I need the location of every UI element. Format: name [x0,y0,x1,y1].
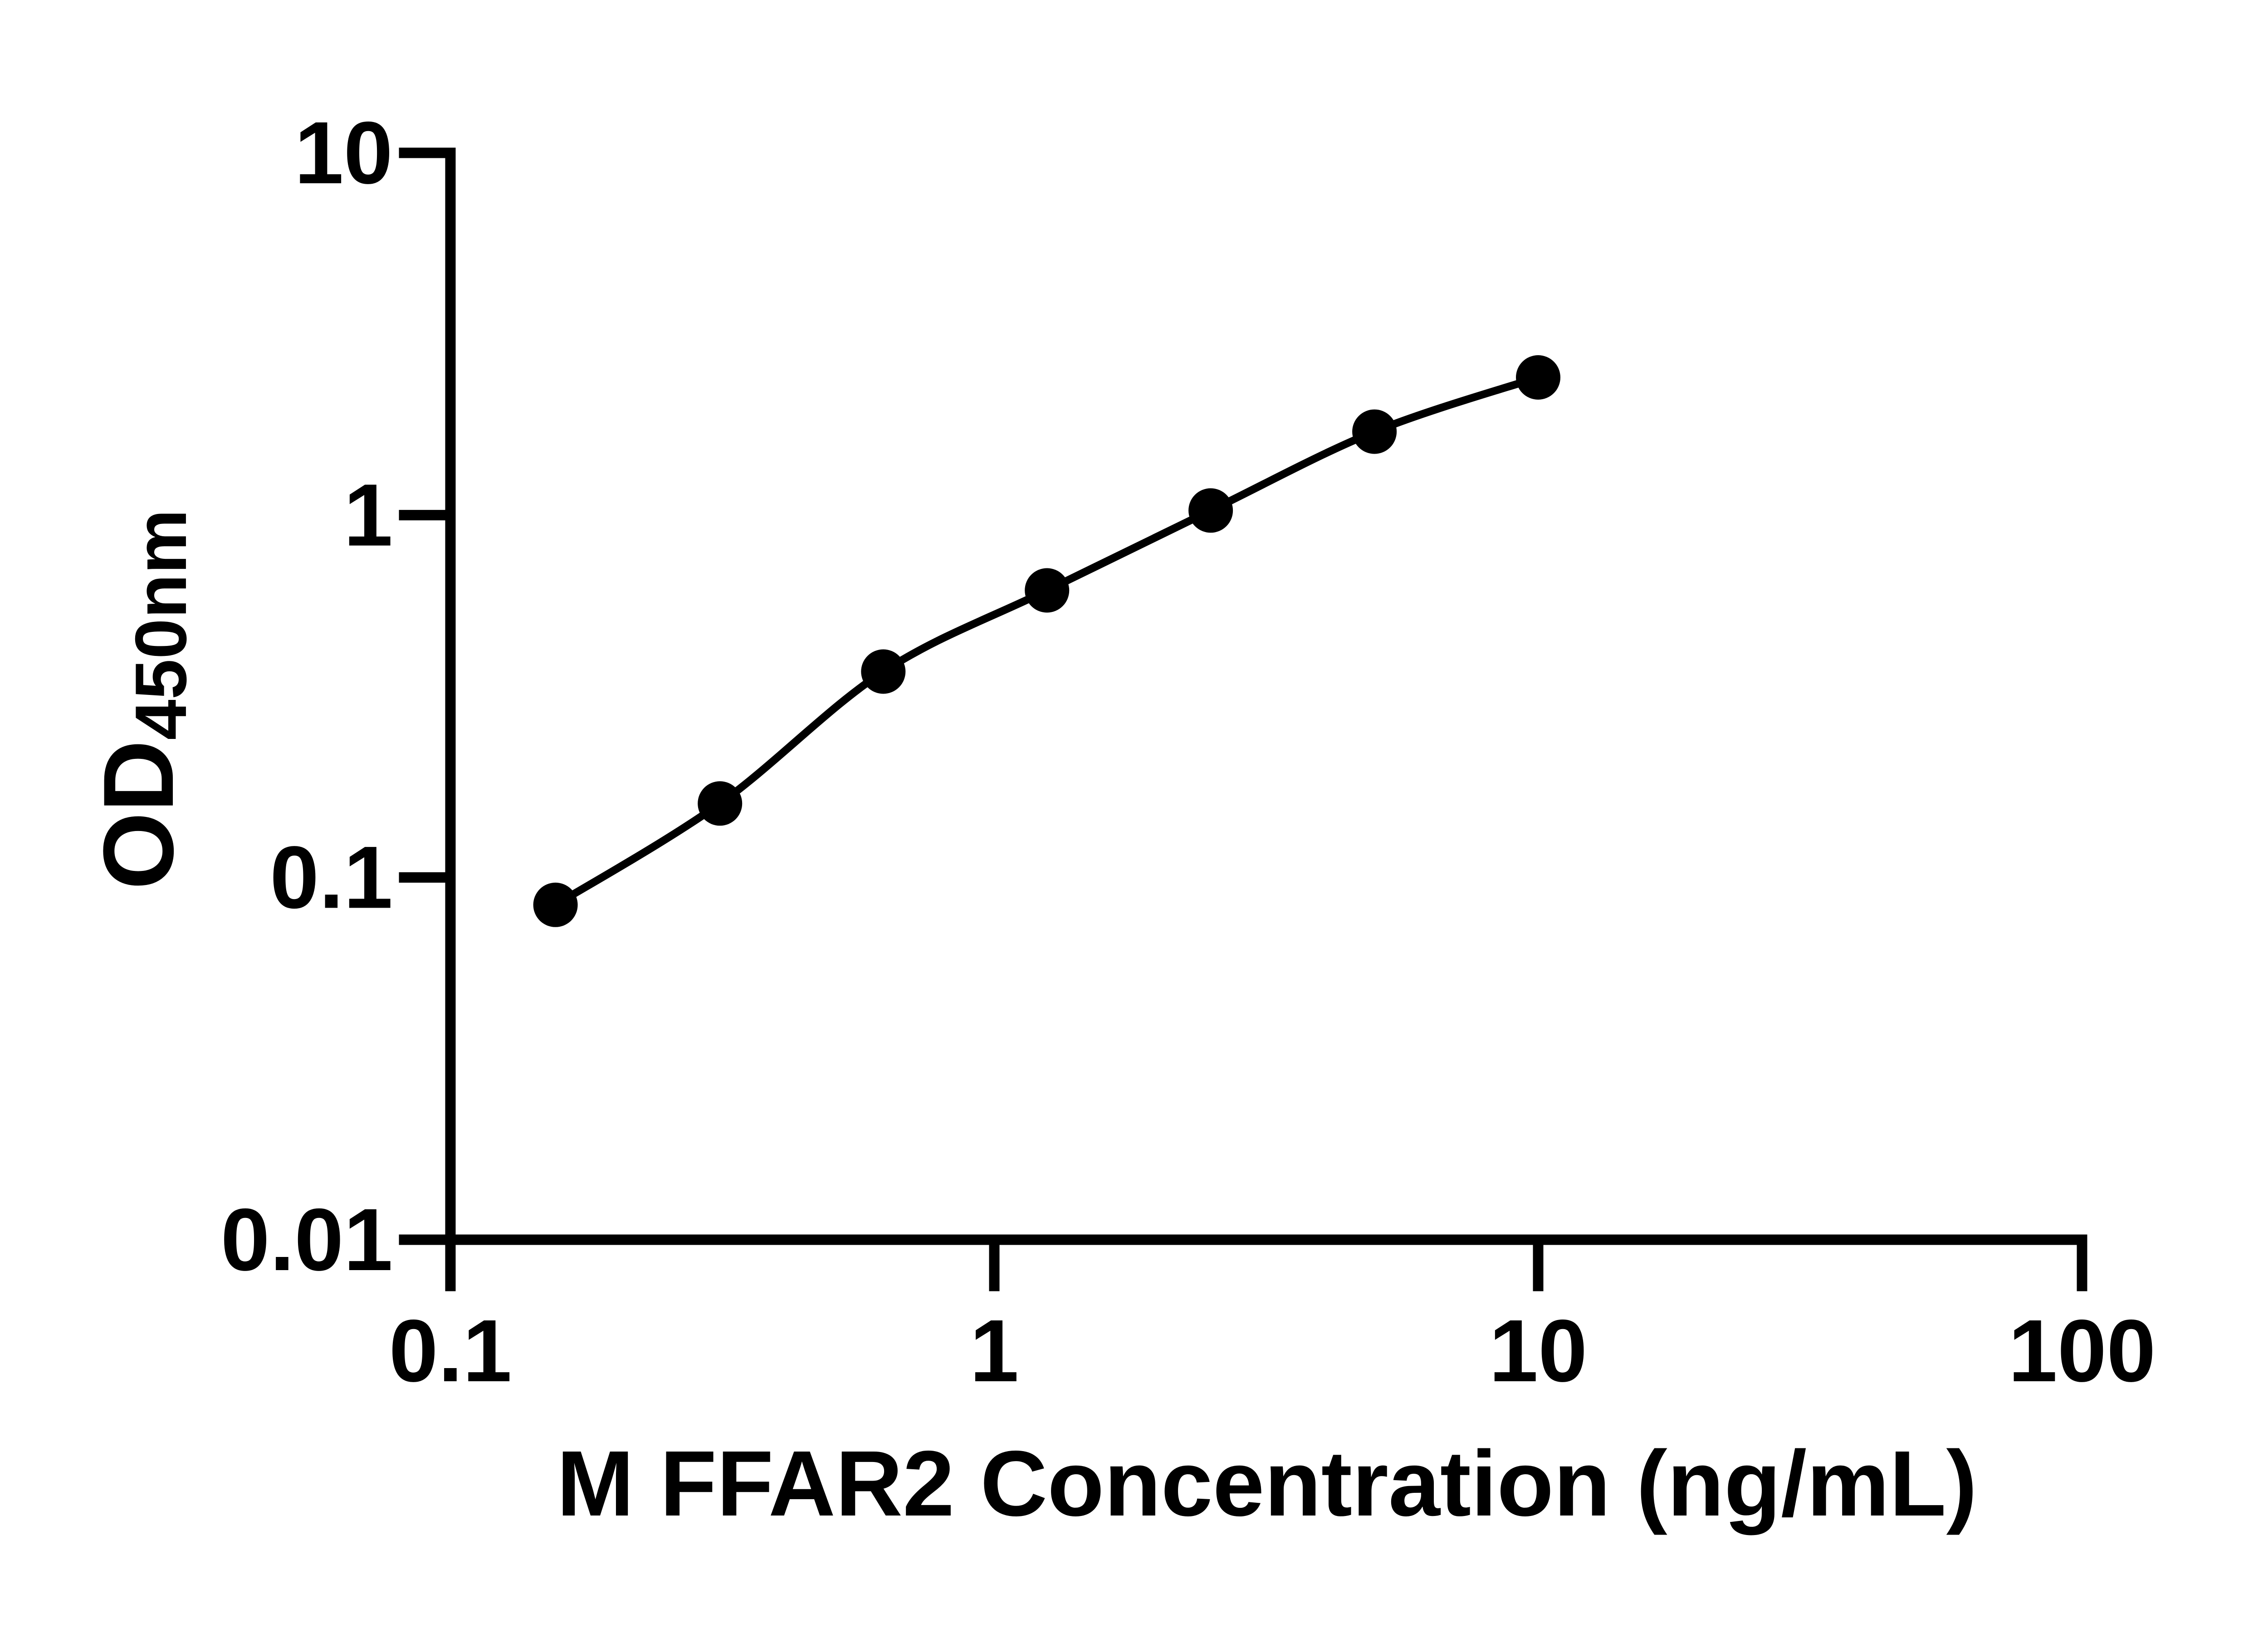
data-point-x-10 [1516,355,1560,400]
fit-curve [553,373,1540,909]
x-axis-title: M FFAR2 Concentration (ng/mL) [557,1432,1977,1535]
x-tick-label-1: 1 [970,1301,1019,1400]
y-tick-label-0.1: 0.1 [270,828,393,927]
y-axis-title-subscript: 450nm [120,509,202,740]
x-tick-label-0.1: 0.1 [389,1301,512,1400]
data-point-x-1.25 [1025,568,1070,613]
data-point-x-0.313 [698,781,743,826]
data-point-x-0.625 [861,649,906,694]
x-tick-label-100: 100 [2008,1301,2156,1400]
y-tick-label-10: 10 [294,103,393,202]
y-tick-label-1: 1 [344,466,393,565]
x-tick-label-10: 10 [1489,1301,1588,1400]
y-axis-title: OD450nm [83,509,202,890]
y-tick-label-0.01: 0.01 [220,1190,393,1289]
data-point-x-5 [1352,409,1397,454]
data-point-x-2.5 [1188,488,1233,533]
data-point-x-0.156 [533,882,578,927]
axis-frame [445,147,2087,1245]
y-axis-title-main: OD [83,740,194,890]
